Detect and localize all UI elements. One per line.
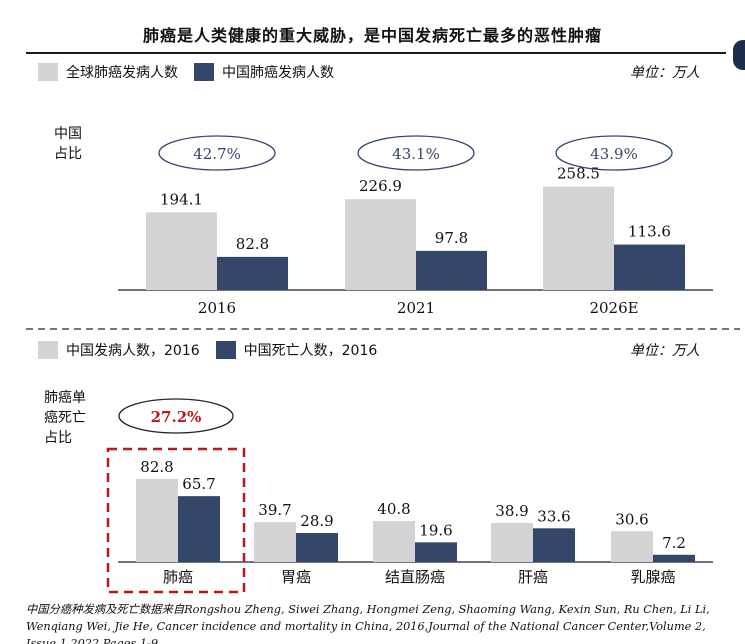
bar-china-2021: [416, 250, 487, 290]
bottom-unit-label: 单位：万人: [630, 343, 700, 359]
bottom-side-label-line2: 癌死亡: [44, 410, 86, 426]
legend-swatch-mortality: [215, 341, 236, 359]
bar-incidence-0: [136, 479, 178, 562]
sidebar-tab[interactable]: [733, 40, 745, 70]
bar-mortality-0: [178, 496, 220, 562]
share-label-2026E: 43.9%: [590, 145, 638, 163]
lung-share-label: 27.2%: [151, 408, 202, 426]
bar-mortality-4: [653, 554, 695, 562]
data-label-china-2021: 97.8: [435, 229, 468, 247]
top-unit-label: 单位：万人: [630, 65, 700, 81]
x-tick-cancer-2: 结直肠癌: [385, 568, 445, 586]
bar-china-2026E: [614, 244, 685, 290]
x-tick-cancer-4: 乳腺癌: [630, 568, 675, 586]
bottom-side-label: 肺癌单 癌死亡 占比: [44, 388, 86, 448]
data-label-mortality-1: 28.9: [300, 512, 333, 530]
page-title: 肺癌是人类健康的重大威胁，是中国发病死亡最多的恶性肿瘤: [142, 26, 602, 45]
data-label-mortality-3: 33.6: [537, 507, 570, 525]
legend-swatch-global: [38, 63, 58, 81]
share-label-2021: 43.1%: [392, 145, 440, 163]
x-tick-2026E: 2026E: [589, 299, 638, 317]
data-label-incidence-4: 30.6: [615, 510, 648, 528]
bar-global-2016: [146, 212, 217, 290]
share-ellipse-2026E: [555, 135, 673, 171]
bar-incidence-3: [491, 523, 533, 562]
bar-incidence-4: [611, 531, 653, 562]
data-label-incidence-1: 39.7: [258, 501, 291, 519]
data-label-mortality-2: 19.6: [419, 521, 452, 539]
data-label-incidence-0: 82.8: [140, 458, 173, 476]
legend-label-china: 中国肺癌发病人数: [222, 65, 334, 81]
top-side-label-line2: 占比: [54, 146, 82, 162]
bar-incidence-1: [254, 522, 296, 562]
bar-china-2016: [217, 256, 288, 290]
top-legend: 全球肺癌发病人数 中国肺癌发病人数: [38, 62, 334, 82]
x-tick-2021: 2021: [397, 299, 435, 317]
legend-swatch-china: [194, 63, 214, 81]
legend-label-mortality: 中国死亡人数，2016: [243, 343, 378, 359]
data-label-global-2021: 226.9: [359, 177, 402, 195]
source-note: 中国分癌种发病及死亡数据来自Rongshou Zheng, Siwei Zhan…: [26, 603, 710, 644]
data-label-mortality-4: 7.2: [662, 534, 686, 552]
data-label-incidence-3: 38.9: [495, 502, 528, 520]
bottom-side-label-line3: 占比: [44, 430, 72, 446]
bar-mortality-1: [296, 533, 338, 562]
share-label-2016: 42.7%: [193, 145, 241, 163]
bottom-legend: 中国发病人数，2016 中国死亡人数，2016: [38, 340, 377, 360]
title-divider: [26, 52, 726, 54]
legend-label-incidence: 中国发病人数，2016: [66, 343, 200, 359]
data-label-incidence-2: 40.8: [377, 500, 410, 518]
bar-mortality-2: [415, 542, 457, 562]
x-tick-cancer-0: 肺癌: [163, 568, 193, 586]
top-side-label-line1: 中国: [54, 126, 82, 142]
data-label-china-2026E: 113.6: [628, 223, 671, 241]
share-ellipse-2021: [357, 135, 475, 171]
data-label-global-2026E: 258.5: [557, 165, 600, 183]
data-label-global-2016: 194.1: [160, 190, 203, 208]
x-tick-2016: 2016: [198, 299, 236, 317]
data-label-mortality-0: 65.7: [182, 475, 215, 493]
share-ellipse-2016: [158, 135, 276, 171]
charts-canvas: 194.1 82.8 2016 42.7% 226.9 97.8 2021 43.1% 258.…: [26, 135, 740, 594]
legend-swatch-incidence: [38, 341, 58, 359]
bottom-side-label-line1: 肺癌单: [44, 390, 86, 406]
bar-mortality-3: [533, 528, 575, 562]
x-tick-cancer-3: 肝癌: [518, 568, 548, 586]
x-tick-cancer-1: 胃癌: [281, 568, 311, 586]
data-label-china-2016: 82.8: [236, 235, 269, 253]
bar-global-2021: [345, 199, 416, 290]
legend-label-global: 全球肺癌发病人数: [66, 65, 178, 81]
bar-incidence-2: [373, 521, 415, 562]
top-side-label: 中国 占比: [54, 124, 82, 164]
lung-share-ellipse: [118, 398, 234, 434]
bar-global-2026E: [543, 186, 614, 290]
highlight-box: [106, 447, 246, 594]
